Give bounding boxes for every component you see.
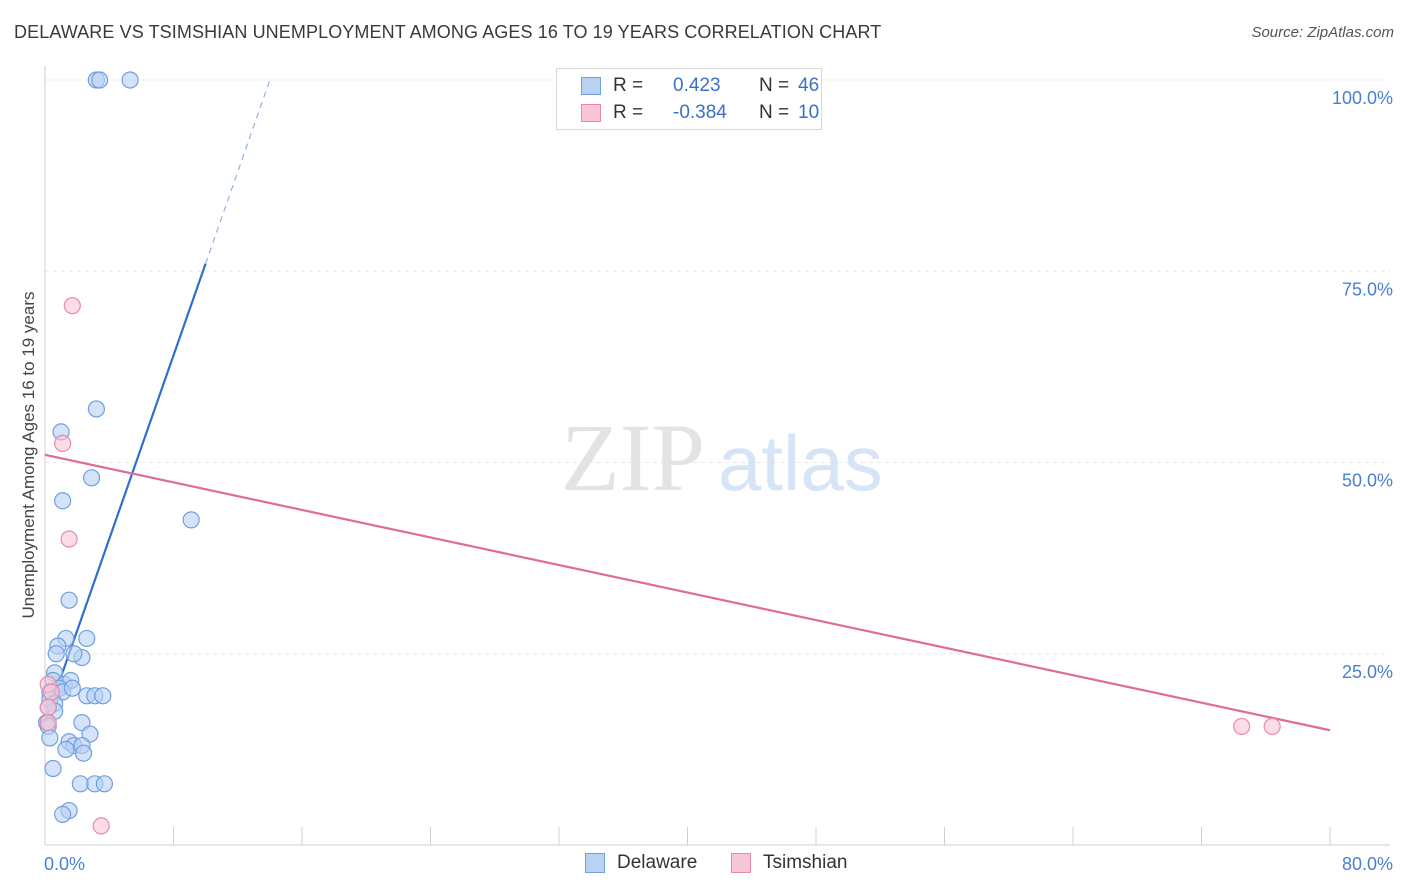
delaware-trend-extension — [205, 79, 271, 264]
watermark-atlas: atlas — [718, 419, 883, 507]
y-tick-label: 25.0% — [1342, 662, 1393, 682]
correlation-legend: R = 0.423 N = 46 R = -0.384 N = 10 — [556, 68, 822, 130]
delaware-point — [182, 511, 200, 529]
delaware-point — [57, 740, 75, 758]
y-tick-label: 75.0% — [1342, 279, 1393, 299]
y-tick-label: 50.0% — [1342, 471, 1393, 491]
tsimshian-legend-swatch — [731, 853, 751, 873]
delaware-point — [54, 805, 72, 824]
delaware-point — [41, 729, 59, 747]
delaware-point — [94, 687, 112, 705]
watermark: ZIP atlas — [561, 404, 883, 511]
tsimshian-trend-line — [44, 453, 1331, 732]
delaware-point — [63, 679, 81, 697]
delaware-legend-swatch — [585, 853, 605, 873]
x-tick-label: 0.0% — [44, 854, 85, 874]
tsimshian-point — [54, 434, 72, 452]
tsimshian-point — [1233, 717, 1251, 736]
tsimshian-point — [1263, 717, 1281, 736]
delaware-point — [54, 492, 72, 510]
x-tick-label: 80.0% — [1342, 854, 1393, 874]
delaware-point — [121, 71, 139, 89]
r-label: R = — [613, 75, 644, 96]
delaware-point — [65, 645, 83, 663]
watermark-zip: ZIP — [561, 404, 705, 511]
grid-lines — [45, 79, 1390, 655]
delaware-point — [91, 71, 109, 89]
n-label: N = — [759, 75, 790, 96]
y-tick-label: 100.0% — [1332, 88, 1393, 108]
n-label: N = — [759, 102, 790, 123]
n-value: 46 — [798, 75, 820, 96]
n-value: 10 — [798, 102, 820, 123]
tsimshian-legend-label: Tsimshian — [763, 852, 848, 873]
chart-title: DELAWARE VS TSIMSHIAN UNEMPLOYMENT AMONG… — [14, 22, 882, 42]
delaware-legend-label: Delaware — [617, 852, 698, 873]
delaware-swatch — [581, 77, 601, 95]
tsimshian-point — [63, 297, 81, 315]
tsimshian-point — [60, 530, 78, 548]
tsimshian-swatch — [581, 104, 601, 122]
tsimshian-point — [39, 713, 57, 732]
delaware-point — [74, 744, 93, 762]
data-points — [38, 71, 1281, 835]
delaware-point — [95, 775, 114, 793]
delaware-point — [71, 775, 89, 793]
delaware-point — [78, 629, 96, 648]
delaware-point — [87, 400, 106, 418]
delaware-point — [44, 759, 62, 778]
y-axis-title: Unemployment Among Ages 16 to 19 years — [19, 291, 38, 619]
tsimshian-point — [39, 698, 57, 716]
delaware-point — [82, 469, 101, 487]
tsimshian-point — [92, 817, 110, 835]
tick-labels: 25.0% 50.0% 75.0% 100.0% 0.0% 80.0% — [44, 88, 1393, 874]
delaware-point — [47, 645, 65, 663]
r-label: R = — [613, 102, 644, 123]
r-value: -0.384 — [673, 102, 727, 123]
tsimshian-point — [42, 683, 61, 701]
source-label: Source: ZipAtlas.com — [1251, 24, 1394, 41]
delaware-point — [60, 591, 78, 609]
r-value: 0.423 — [673, 75, 721, 96]
